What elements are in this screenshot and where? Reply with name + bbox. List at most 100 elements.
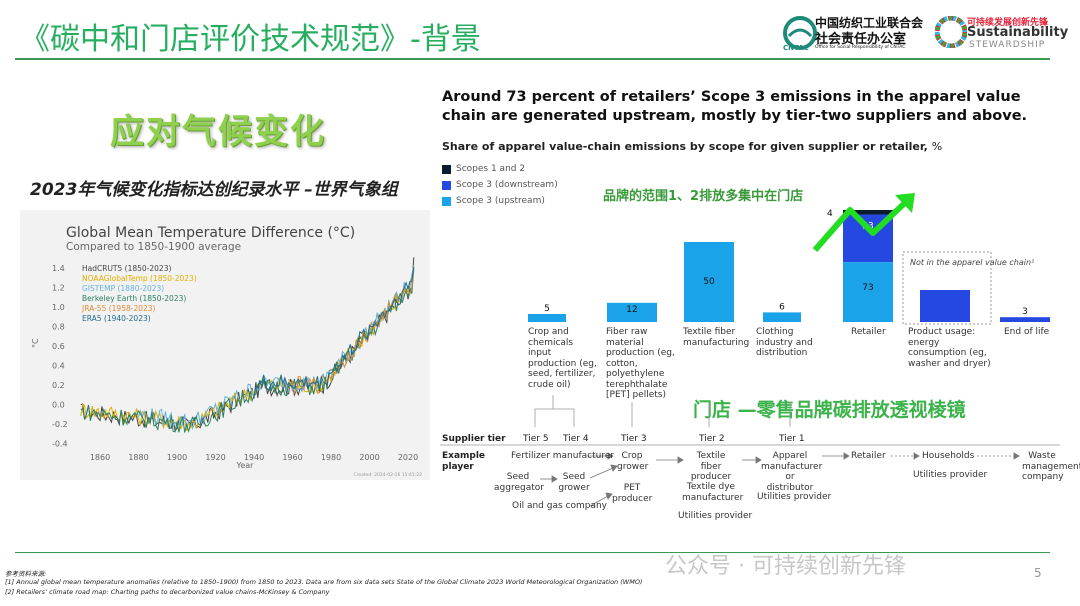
legend-scopes12: Scopes 1 and 2 [442, 164, 525, 174]
player-households: Households [922, 451, 975, 461]
temp-legend-entry: HadCRUT5 (1850-2023) [82, 264, 171, 273]
temp-xtick: 2020 [398, 453, 418, 462]
temp-credit: Created: 2024-02-16 15:41:22 [353, 472, 422, 478]
temp-xtick: 1980 [321, 453, 341, 462]
footnote-2: [2] Retailers’ climate road map: Chartin… [5, 588, 330, 596]
temp-legend-entry: Berkeley Earth (1850-2023) [82, 294, 186, 303]
player-utilities-3: Utilities provider [913, 470, 988, 480]
player-pet-producer: PET producer [612, 483, 653, 504]
temp-chart-title: Global Mean Temperature Difference (°C) [66, 225, 355, 241]
temp-xtick: 1920 [205, 453, 225, 462]
temp-ytick: -0.2 [52, 420, 68, 429]
tier-label: Tier 1 [779, 434, 805, 444]
player-textile-dye: Textile dye manufacturer [682, 482, 744, 503]
sdg-wheel-icon [935, 16, 967, 48]
bar [1000, 317, 1050, 322]
legend-label: Scope 3 (downstream) [456, 180, 558, 190]
temp-xtick: 1940 [244, 453, 264, 462]
bar-retailer-scopes12 [843, 210, 893, 215]
bar [607, 302, 657, 322]
temp-ytick: 1.2 [52, 284, 65, 293]
temp-legend-entry: GISTEMP (1880-2023) [82, 284, 164, 293]
footnote-1: [1] Annual global mean temperature anoma… [5, 578, 643, 586]
page-title: 《碳中和门店评价技术规范》-背景 [20, 22, 481, 57]
store-scope-note: 品牌的范围1、2排放多集中在门店 [603, 189, 804, 204]
bar-label: 4 [827, 209, 833, 219]
page-number: 5 [1034, 566, 1042, 580]
tier-label: Tier 5 [523, 434, 549, 444]
temperature-chart-panel: Global Mean Temperature Difference (°C) … [20, 210, 430, 480]
bar-label: 73 [862, 283, 873, 293]
player-waste-management: Waste management company [1022, 451, 1080, 482]
player-textile-fiber: Textile fiber producer [690, 451, 732, 482]
sus-name-en2: STEWARDSHIP [969, 40, 1046, 50]
footer-divider [15, 552, 1050, 553]
temp-xlabel: Year [236, 461, 255, 470]
category-label: Fiber raw material production (eg, cotto… [606, 327, 675, 400]
tier-diagram [440, 395, 1060, 507]
legend-label: Scopes 1 and 2 [456, 164, 526, 174]
temp-legend-entry: JRA-55 (1958-2023) [81, 304, 156, 313]
category-label: Crop and chemicals input production (eg,… [528, 327, 597, 390]
legend-label: Scope 3 (upstream) [456, 196, 545, 206]
bar-chart-subtitle-text: Share of apparel value-chain emissions b… [442, 140, 928, 153]
temp-legend-entry: NOAAGlobalTemp (1850-2023) [82, 274, 197, 283]
bar [528, 314, 566, 322]
temp-ytick: 0.2 [52, 381, 65, 390]
temp-xtick: 1960 [282, 453, 302, 462]
temp-xtick: 1880 [128, 453, 148, 462]
player-seed-grower: Seed grower [558, 472, 590, 493]
cntac-name-en: Office for Social Responsibility of CNTA… [815, 45, 906, 50]
tier-label: Tier 4 [563, 434, 589, 444]
legend-swatch [442, 196, 451, 206]
player-utilities-1: Utilities provider [678, 511, 753, 521]
cntac-name-cn2: 社会责任办公室 [815, 32, 907, 47]
temp-ytick: 0.4 [52, 362, 65, 371]
temp-xtick: 2000 [359, 453, 379, 462]
store-lens-caption: 门店 —零售品牌碳排放透视棱镜 [693, 399, 966, 421]
cntac-logo: 中国纺织工业联合会 社会责任办公室 CNTAC Office for Socia… [783, 14, 931, 54]
not-in-chain-box [902, 251, 992, 325]
temp-xtick: 1860 [90, 453, 110, 462]
supplier-tier-label: Supplier tier [442, 434, 506, 444]
tier-label: Tier 3 [621, 434, 647, 444]
upward-arrow-icon [812, 197, 911, 252]
player-fertilizer: Fertilizer manufacturer [511, 451, 615, 461]
bar-label: 50 [703, 277, 715, 287]
category-label: Retailer [851, 327, 886, 337]
bar-chart-subtitle: Share of apparel value-chain emissions b… [442, 140, 942, 153]
section-subtitle: 应对气候变化 [110, 112, 326, 152]
category-label: Textile fiber manufacturing [683, 327, 750, 348]
bar-label: 20 [939, 325, 951, 330]
category-label: Clothing industry and distribution [756, 327, 813, 358]
bar-label: 5 [544, 304, 550, 314]
temp-ylabel: °C [31, 338, 40, 348]
bar [763, 312, 801, 322]
bar [920, 290, 970, 322]
arrow-head-icon [895, 193, 915, 213]
bar-label: 12 [626, 305, 637, 315]
cntac-name-cn: 中国纺织工业联合会 [815, 16, 924, 30]
bar-chart-title: Around 73 percent of retailers’ Scope 3 … [442, 89, 1028, 124]
temp-series-line [288, 268, 415, 395]
temp-series-line [253, 266, 415, 396]
temp-ytick: 0.8 [52, 323, 65, 332]
player-retailer: Retailer [851, 451, 886, 461]
footnote-label: 参考资料来源: [5, 570, 47, 578]
tier-label: Tier 2 [699, 434, 725, 444]
sus-name-en1: Sustainability [967, 25, 1069, 40]
bar-label: 6 [779, 302, 785, 312]
category-label: Product usage: energy consumption (eg, w… [908, 327, 991, 369]
legend-scope3-down: Scope 3 (downstream) [442, 180, 558, 190]
temp-ytick: 0.0 [52, 401, 65, 410]
player-utilities-2: Utilities provider [757, 492, 832, 502]
temp-ytick: -0.4 [52, 440, 68, 449]
player-seed-aggregator: Seed aggregator [494, 472, 544, 493]
player-apparel-manufacturer: Apparel manufacturer or distributor [761, 451, 823, 493]
temp-chart-subtitle: Compared to 1850-1900 average [66, 241, 241, 253]
bar-retailer-upstream [843, 262, 893, 322]
wmo-headline: 2023年气候变化指标达创纪录水平 –世界气象组 [30, 180, 398, 200]
legend-scope3-up: Scope 3 (upstream) [442, 196, 545, 206]
temp-xtick: 1900 [167, 453, 187, 462]
sus-name-cn: 可持续发展创新先锋 [967, 18, 1049, 28]
